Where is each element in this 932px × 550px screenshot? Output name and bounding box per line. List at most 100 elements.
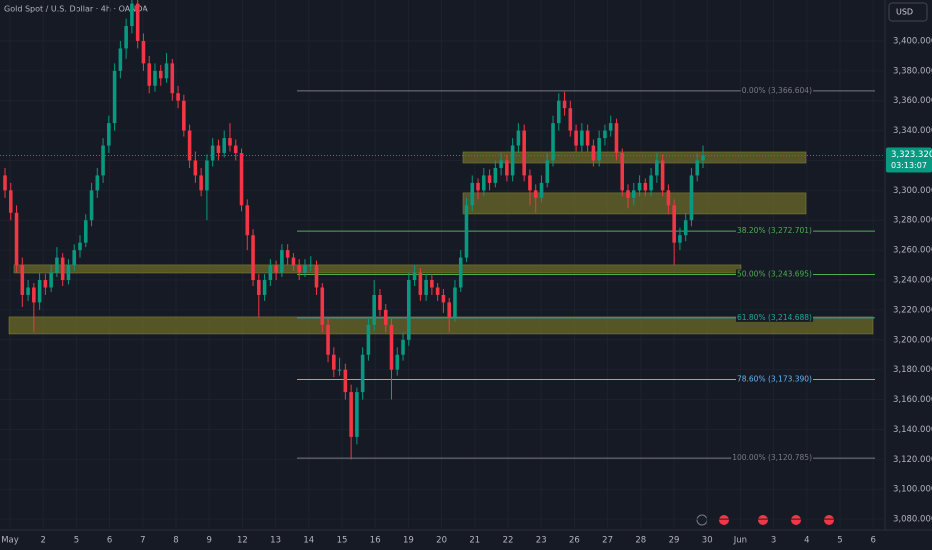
fib-label: 38.20% (3,272.701) [737, 226, 812, 235]
last-price-box [886, 147, 932, 173]
candle-body [199, 175, 203, 191]
y-tick-label: 3,340.000 [893, 126, 932, 136]
fib-label: 0.00% (3,366.604) [742, 86, 812, 95]
candle-body [660, 160, 665, 191]
candle-body [458, 257, 463, 288]
y-tick-label: 3,240.000 [893, 276, 932, 286]
candle-body [308, 265, 313, 267]
candle-body [430, 280, 434, 288]
x-tick-label: 2 [40, 536, 45, 546]
x-tick-label: 5 [837, 536, 842, 546]
candle-body [89, 190, 94, 221]
candle-body [222, 138, 226, 154]
candle-body [366, 324, 371, 355]
candle-body [343, 369, 348, 393]
candle-body [176, 93, 180, 101]
candle-body [424, 280, 428, 295]
candle-body [701, 155, 705, 161]
candle-body [574, 130, 578, 146]
x-tick-label: 28 [635, 536, 646, 546]
candle-body [545, 160, 550, 183]
candle-body [683, 220, 688, 236]
x-tick-label: 23 [536, 536, 547, 546]
candle-body [528, 175, 532, 191]
candle-body [8, 190, 13, 213]
x-tick-label: 12 [237, 536, 248, 546]
zone [8, 316, 874, 335]
x-tick-label: 3 [771, 536, 776, 546]
candle-body [239, 153, 244, 206]
candle-body [112, 70, 117, 124]
x-tick-label: 16 [370, 536, 381, 546]
candle-body [326, 324, 330, 355]
candle-body [118, 48, 123, 71]
candle-body [37, 280, 42, 303]
currency-label[interactable]: USD [896, 8, 913, 17]
candle-body [476, 182, 480, 191]
candle-body [395, 354, 400, 370]
candle-body [597, 138, 601, 161]
y-tick-label: 3,280.000 [893, 216, 932, 226]
candle-body [556, 100, 561, 124]
candle-body [153, 70, 157, 86]
candle-body [631, 190, 636, 198]
candle-body [378, 294, 382, 310]
fib-label: 100.00% (3,120.785) [732, 453, 812, 462]
candle-body [678, 235, 682, 243]
candle-body [637, 182, 642, 191]
y-tick-label: 3,400.000 [893, 36, 932, 46]
x-tick-label: 15 [337, 536, 348, 546]
y-tick-label: 3,180.000 [893, 365, 932, 375]
x-tick-label: 9 [206, 536, 211, 546]
candle-body [568, 108, 573, 131]
zone [13, 264, 742, 274]
candle-body [626, 190, 630, 198]
candle-body [499, 160, 503, 168]
candle-body [95, 175, 100, 191]
y-tick-label: 3,120.000 [893, 455, 932, 465]
candle-body [435, 287, 440, 295]
candle-body [620, 153, 625, 191]
candle-body [533, 190, 538, 198]
fib-label: 78.60% (3,173.390) [737, 375, 812, 384]
candle-body [649, 175, 653, 191]
candle-body [291, 257, 296, 266]
candle-body [205, 160, 209, 191]
y-tick-label: 3,080.000 [893, 515, 932, 525]
candle-body [407, 280, 411, 340]
fib-label-bg [731, 453, 814, 463]
candle-body [580, 130, 584, 146]
candle-body [193, 160, 198, 176]
candle-body [164, 63, 169, 79]
candle-body [608, 123, 613, 131]
candle-body [280, 250, 284, 273]
candle-body [32, 287, 36, 303]
x-tick-label: 20 [436, 536, 447, 546]
y-tick-label: 3,220.000 [893, 305, 932, 315]
x-tick-label: 4 [804, 536, 809, 546]
y-tick-label: 3,100.000 [893, 485, 932, 495]
countdown: 03:13:07 [891, 161, 927, 170]
candle-body [487, 175, 492, 183]
candle-body [585, 130, 590, 146]
candle-body [107, 123, 111, 146]
x-tick-label: 22 [503, 536, 514, 546]
candle-body [695, 160, 700, 176]
fib-label-bg [735, 374, 814, 384]
candle-body [101, 145, 105, 176]
last-price-label: 3,323.320 [891, 150, 932, 160]
candle-body [257, 280, 261, 295]
candle-body [274, 265, 278, 273]
candle-body [464, 205, 469, 258]
candle-body [303, 265, 307, 273]
candle-body [49, 272, 53, 288]
x-tick-label: 29 [669, 536, 680, 546]
candle-body [43, 280, 48, 288]
currency-button[interactable] [888, 2, 928, 22]
candle-body [210, 145, 215, 161]
candle-body [182, 100, 186, 131]
candle-body [418, 272, 423, 295]
candle-body [562, 100, 567, 109]
candle-body [20, 265, 25, 295]
